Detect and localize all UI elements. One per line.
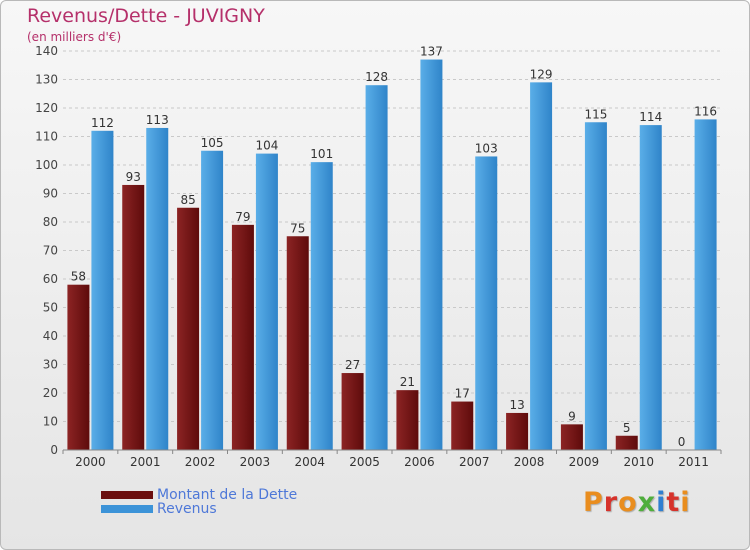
bar-dette [341, 373, 364, 450]
bar-revenus [365, 85, 388, 450]
x-tick-label: 2009 [569, 455, 600, 469]
y-tick-label: 100 [35, 158, 58, 172]
bar-dette [560, 424, 583, 450]
data-label-dette: 17 [455, 387, 470, 401]
logo-letter: t [666, 487, 681, 518]
data-label-revenus: 113 [146, 113, 169, 127]
legend-label-revenus: Revenus [157, 501, 217, 517]
x-tick-label: 2007 [459, 455, 490, 469]
data-label-revenus: 104 [255, 139, 278, 153]
bar-dette [67, 284, 90, 450]
x-tick-label: 2010 [623, 455, 654, 469]
data-label-revenus: 129 [530, 67, 553, 81]
bar-revenus [420, 59, 443, 451]
y-tick-label: 80 [43, 215, 58, 229]
y-tick-label: 140 [35, 44, 58, 58]
x-tick-label: 2000 [75, 455, 106, 469]
logo-letter: r [603, 487, 619, 518]
bar-revenus [639, 125, 662, 450]
logo-letter: i [656, 487, 667, 518]
bar-dette [451, 401, 474, 450]
x-tick-label: 2005 [349, 455, 380, 469]
bar-revenus [201, 150, 224, 450]
data-label-dette: 27 [345, 358, 360, 372]
y-tick-label: 20 [43, 386, 58, 400]
bar-dette [286, 236, 309, 450]
y-tick-label: 120 [35, 101, 58, 115]
chart-subtitle: (en milliers d'€) [27, 30, 122, 44]
data-label-dette: 75 [290, 221, 305, 235]
y-tick-label: 70 [43, 244, 58, 258]
y-tick-label: 50 [43, 301, 58, 315]
data-label-dette: 5 [623, 421, 631, 435]
data-label-revenus: 105 [201, 136, 224, 150]
legend-swatch-dette [101, 491, 153, 499]
y-tick-label: 40 [43, 329, 58, 343]
data-label-dette: 0 [678, 435, 686, 449]
data-label-revenus: 112 [91, 116, 114, 130]
data-label-dette: 58 [71, 270, 86, 284]
bar-revenus [146, 127, 169, 450]
y-tick-label: 90 [43, 187, 58, 201]
data-label-dette: 85 [180, 193, 195, 207]
y-tick-label: 110 [35, 130, 58, 144]
bar-revenus [91, 130, 114, 451]
x-tick-label: 2004 [294, 455, 325, 469]
legend-item-revenus: Revenus [101, 501, 217, 517]
bar-dette [122, 184, 145, 450]
data-label-revenus: 115 [584, 107, 607, 121]
data-label-revenus: 128 [365, 70, 388, 84]
data-label-revenus: 101 [310, 147, 333, 161]
bar-dette [615, 435, 638, 450]
y-axis-ticks: 0 10 20 30 40 50 60 70 80 90 100 110 120 130 140 [35, 44, 58, 457]
data-label-revenus: 103 [475, 141, 498, 155]
data-label-dette: 9 [568, 409, 576, 423]
bar-revenus [530, 82, 553, 450]
chart-title: Revenus/Dette - JUVIGNY [27, 5, 265, 27]
bar-revenus [255, 153, 278, 450]
data-label-dette: 21 [400, 375, 415, 389]
data-label-dette: 13 [509, 398, 524, 412]
x-tick-label: 2001 [130, 455, 161, 469]
gridlines [63, 50, 721, 422]
data-label-dette: 79 [235, 210, 250, 224]
logo-letter: P [583, 487, 604, 518]
bar-dette [396, 390, 419, 450]
y-tick-label: 60 [43, 272, 58, 286]
logo-letter: o [618, 487, 638, 518]
legend-swatch-revenus [101, 505, 153, 513]
x-tick-label: 2006 [404, 455, 435, 469]
x-tick-label: 2008 [514, 455, 545, 469]
bar-dette [506, 412, 529, 450]
bar-dette [177, 207, 200, 450]
proxiti-logo: Proxiti [583, 487, 691, 518]
data-label-revenus: 137 [420, 45, 443, 59]
data-labels: 58 112 93 113 85 105 79 104 75 101 27 128 21 137 17 103… [71, 45, 717, 449]
bar-revenus [475, 156, 498, 450]
y-tick-label: 10 [43, 415, 58, 429]
data-label-dette: 93 [126, 170, 141, 184]
x-axis-ticks: 2000 2001 2002 2003 2004 2005 2006 2007 2008 2009… [62, 450, 722, 469]
x-tick-label: 2011 [678, 455, 709, 469]
bar-dette [231, 224, 254, 450]
legend-label-dette: Montant de la Dette [157, 487, 298, 503]
bar-revenus [694, 119, 717, 451]
data-label-revenus: 114 [639, 110, 662, 124]
y-tick-label: 30 [43, 358, 58, 372]
bar-revenus [310, 162, 333, 450]
legend-item-dette: Montant de la Dette [101, 487, 297, 503]
logo-letter: x [637, 487, 657, 518]
bar-revenus [584, 122, 607, 450]
logo-letter: i [680, 487, 691, 518]
x-tick-label: 2003 [240, 455, 271, 469]
bars [67, 59, 717, 451]
y-tick-label: 0 [50, 443, 58, 457]
y-tick-label: 130 [35, 73, 58, 87]
x-tick-label: 2002 [185, 455, 216, 469]
data-label-revenus: 116 [694, 104, 717, 118]
